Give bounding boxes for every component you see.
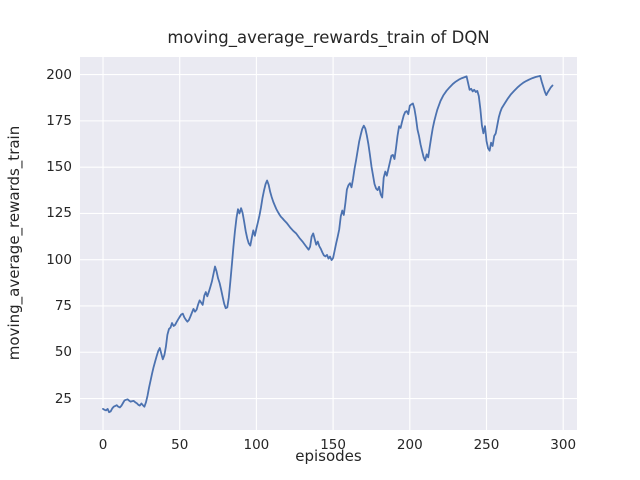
y-tick-label: 50 (54, 344, 72, 361)
x-tick-label: 250 (473, 437, 500, 453)
x-axis-label: episodes (295, 447, 362, 465)
y-tick-label: 175 (46, 112, 72, 129)
y-axis-label: moving_average_rewards_train (5, 125, 23, 361)
plot-area (80, 57, 577, 430)
x-tick-label: 0 (98, 437, 108, 453)
y-tick-label: 150 (46, 159, 72, 176)
line-chart (80, 57, 577, 430)
y-tick-label: 125 (46, 205, 72, 222)
y-tick-label: 200 (46, 66, 72, 83)
x-tick-label: 50 (171, 437, 189, 453)
x-tick-label: 200 (396, 437, 423, 453)
series-line-dqn (102, 75, 554, 414)
y-tick-label: 75 (54, 297, 72, 314)
chart-title: moving_average_rewards_train of DQN (167, 28, 490, 47)
x-tick-label: 300 (550, 437, 577, 453)
x-tick-label: 150 (320, 437, 346, 453)
y-tick-label: 25 (54, 390, 72, 407)
y-tick-label: 100 (46, 251, 72, 268)
x-tick-label: 100 (243, 437, 270, 453)
